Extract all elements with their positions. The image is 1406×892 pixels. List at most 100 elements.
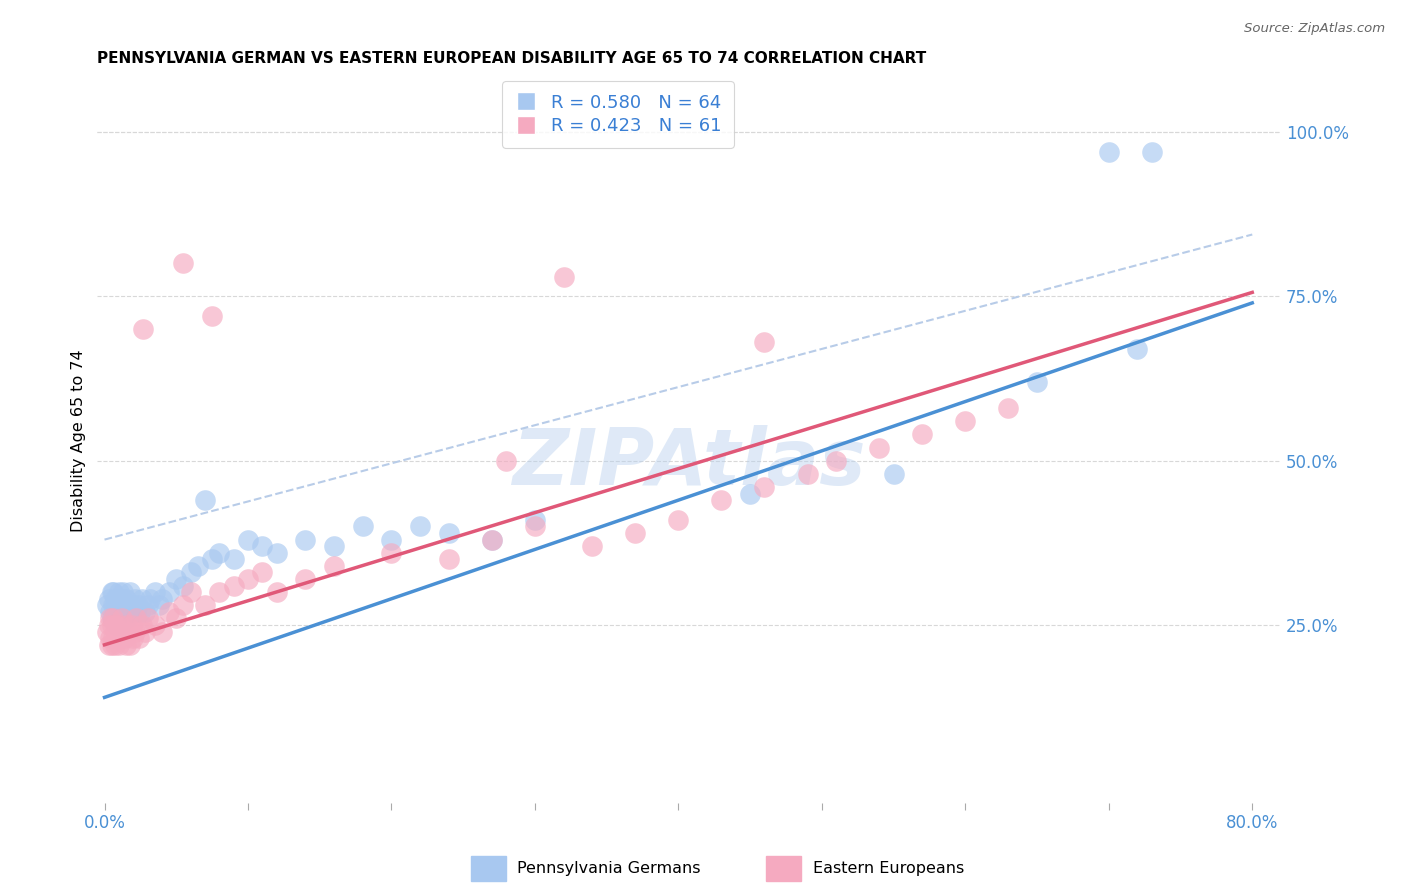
Point xyxy=(352,519,374,533)
Point xyxy=(187,558,209,573)
Point xyxy=(143,585,166,599)
Point xyxy=(740,486,762,500)
Point xyxy=(1026,375,1049,389)
Point xyxy=(101,611,124,625)
Point xyxy=(98,631,121,645)
Point xyxy=(105,599,128,613)
Point xyxy=(495,453,517,467)
Point xyxy=(131,618,153,632)
Point xyxy=(128,631,150,645)
Point xyxy=(125,605,148,619)
Point xyxy=(194,493,217,508)
Point xyxy=(100,611,122,625)
Point xyxy=(112,624,135,639)
Point xyxy=(481,533,503,547)
Point xyxy=(124,591,146,606)
Point xyxy=(294,572,316,586)
Point xyxy=(266,585,288,599)
Point xyxy=(134,605,156,619)
Point xyxy=(323,539,346,553)
Point xyxy=(111,611,134,625)
Point xyxy=(437,552,460,566)
Point xyxy=(157,605,180,619)
Point xyxy=(208,585,231,599)
Text: Pennsylvania Germans: Pennsylvania Germans xyxy=(517,862,702,876)
Point xyxy=(523,513,546,527)
Point xyxy=(97,591,120,606)
Point xyxy=(112,605,135,619)
Point xyxy=(129,605,152,619)
Point xyxy=(122,631,145,645)
Point xyxy=(118,624,141,639)
Point xyxy=(710,493,733,508)
Point xyxy=(125,611,148,625)
Point xyxy=(165,572,187,586)
Point xyxy=(666,513,689,527)
Point xyxy=(911,427,934,442)
Text: Eastern Europeans: Eastern Europeans xyxy=(813,862,965,876)
Point xyxy=(127,599,149,613)
Point xyxy=(111,591,134,606)
Point xyxy=(1126,342,1149,356)
Point xyxy=(100,638,122,652)
Point xyxy=(437,526,460,541)
Point xyxy=(112,585,135,599)
Point xyxy=(103,605,125,619)
Point xyxy=(796,467,818,481)
Point xyxy=(114,599,136,613)
Point xyxy=(148,599,170,613)
Point xyxy=(105,618,128,632)
Point xyxy=(107,591,129,606)
Point xyxy=(523,519,546,533)
Point xyxy=(110,618,132,632)
Point xyxy=(157,585,180,599)
Point xyxy=(96,599,118,613)
Point xyxy=(124,624,146,639)
Point xyxy=(180,585,202,599)
Point xyxy=(101,631,124,645)
Point xyxy=(252,566,274,580)
Point xyxy=(105,624,128,639)
Point xyxy=(1098,145,1121,159)
Point xyxy=(201,309,224,323)
Point xyxy=(150,624,173,639)
Point xyxy=(103,618,125,632)
Point xyxy=(98,611,121,625)
Point xyxy=(103,591,125,606)
Point xyxy=(165,611,187,625)
Point xyxy=(481,533,503,547)
Point xyxy=(409,519,432,533)
Point xyxy=(955,414,977,428)
Point xyxy=(107,611,129,625)
Point xyxy=(754,480,776,494)
Point xyxy=(103,638,125,652)
Point xyxy=(222,579,245,593)
Point xyxy=(115,638,138,652)
Point xyxy=(624,526,647,541)
Point xyxy=(120,585,142,599)
Point xyxy=(868,441,890,455)
Point xyxy=(997,401,1019,416)
Point xyxy=(108,605,131,619)
Point xyxy=(108,638,131,652)
Point xyxy=(172,256,194,270)
Point xyxy=(266,546,288,560)
Point xyxy=(136,599,159,613)
Point xyxy=(101,599,124,613)
Point xyxy=(172,579,194,593)
Point xyxy=(172,599,194,613)
Point xyxy=(96,624,118,639)
Point xyxy=(108,585,131,599)
Point xyxy=(222,552,245,566)
Y-axis label: Disability Age 65 to 74: Disability Age 65 to 74 xyxy=(72,350,86,533)
Point xyxy=(553,269,575,284)
Point xyxy=(117,618,139,632)
Point xyxy=(754,335,776,350)
Point xyxy=(110,599,132,613)
Point xyxy=(208,546,231,560)
Point xyxy=(100,585,122,599)
Point xyxy=(120,638,142,652)
Point xyxy=(121,618,143,632)
Point xyxy=(1140,145,1163,159)
Point xyxy=(380,546,402,560)
